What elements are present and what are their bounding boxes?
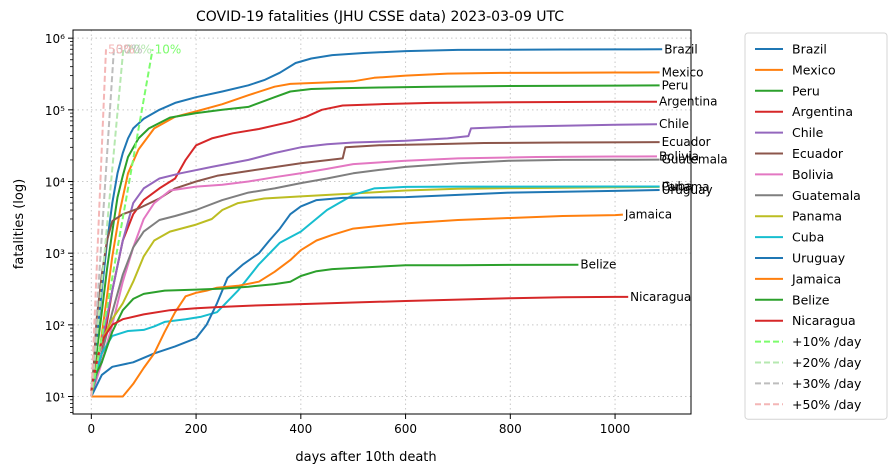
legend-box: [744, 32, 888, 420]
end-label: Peru: [662, 78, 689, 92]
legend-entry: Chile: [792, 125, 824, 140]
plot-frame: [72, 29, 692, 415]
end-label: Mexico: [662, 65, 704, 79]
legend-entry: Nicaragua: [792, 313, 856, 328]
end-label: Chile: [659, 117, 689, 131]
legend-entry: Bolivia: [792, 167, 834, 182]
legend-entry: Uruguay: [792, 251, 846, 266]
series-lines: [90, 48, 663, 398]
series-line-bolivia: [90, 155, 658, 397]
end-label: 10%: [155, 42, 182, 56]
legend-entry: Guatemala: [792, 188, 861, 203]
x-axis-label: days after 10th death: [295, 450, 436, 465]
series-line-belize: [90, 263, 579, 385]
x-tick-label: 1000: [600, 422, 631, 436]
series-line-10-day: [90, 49, 154, 397]
series-line-jamaica: [91, 213, 623, 398]
series-line-peru: [90, 84, 660, 391]
legend-entry: Belize: [792, 292, 830, 307]
end-label: Panama: [662, 180, 710, 194]
y-tick-label: 10⁶: [45, 32, 65, 46]
end-label: 50%: [108, 42, 135, 56]
x-tick-label: 200: [185, 422, 208, 436]
end-label: 30%: [116, 42, 143, 56]
series-line-ecuador: [90, 141, 660, 397]
legend-entry: +10% /day: [792, 334, 862, 349]
axes: 0 200 400 600 800 1000 10¹ 10² 10³ 10⁴ 10⁵ 10⁶: [45, 29, 692, 436]
legend-entry: Ecuador: [792, 146, 844, 161]
series-line-cuba: [90, 185, 660, 392]
end-label: Ecuador: [662, 135, 711, 149]
y-tick-label: 10⁵: [45, 104, 65, 118]
legend-entry: +50% /day: [792, 397, 862, 412]
y-tick-label: 10³: [45, 247, 65, 261]
series-line-guatemala: [90, 158, 660, 397]
series-line-mexico: [90, 71, 660, 397]
series-line-30-day: [90, 49, 115, 397]
legend-entry: +20% /day: [792, 355, 862, 370]
end-label: Brazil: [664, 42, 698, 56]
series-line-uruguay: [90, 189, 660, 397]
series-line-20-day: [90, 49, 125, 397]
series-line-argentina: [90, 100, 657, 397]
legend-entry: Mexico: [792, 62, 836, 77]
end-label: Jamaica: [624, 208, 672, 222]
y-tick-label: 10⁴: [45, 176, 65, 190]
x-tick-label: 800: [499, 422, 522, 436]
x-tick-label: 0: [88, 422, 96, 436]
y-axis-label: fatalities (log): [12, 179, 27, 269]
series-line-chile: [90, 123, 658, 397]
legend-entry: Peru: [792, 83, 820, 98]
end-label: Cuba: [662, 179, 693, 193]
series-line-50-day: [90, 49, 107, 397]
end-label: Uruguay: [662, 183, 713, 197]
series-line-panama: [90, 185, 660, 397]
chart-title: COVID-19 fatalities (JHU CSSE data) 2023…: [196, 9, 564, 25]
end-label: Argentina: [659, 95, 718, 109]
x-tick-label: 400: [289, 422, 312, 436]
end-label: Bolivia: [659, 149, 699, 163]
legend-entry: Brazil: [792, 42, 827, 57]
legend: Brazil Mexico Peru Argentina Chile Ecuador Bol…: [744, 32, 888, 420]
x-tick-label: 600: [394, 422, 417, 436]
legend-entry: Panama: [792, 209, 842, 224]
series-line-brazil: [90, 48, 663, 397]
grid: [73, 30, 691, 414]
legend-entry: Argentina: [792, 104, 853, 119]
y-tick-label: 10²: [45, 319, 65, 333]
legend-entry: Cuba: [792, 230, 824, 245]
end-label: Belize: [580, 258, 616, 272]
end-label: Guatemala: [662, 153, 728, 167]
legend-entry: +30% /day: [792, 376, 862, 391]
end-label: Nicaragua: [630, 290, 691, 304]
legend-entry: Jamaica: [791, 271, 841, 286]
series-line-nicaragua: [90, 295, 629, 391]
end-label: 20%: [125, 42, 152, 56]
y-tick-label: 10¹: [45, 391, 65, 405]
